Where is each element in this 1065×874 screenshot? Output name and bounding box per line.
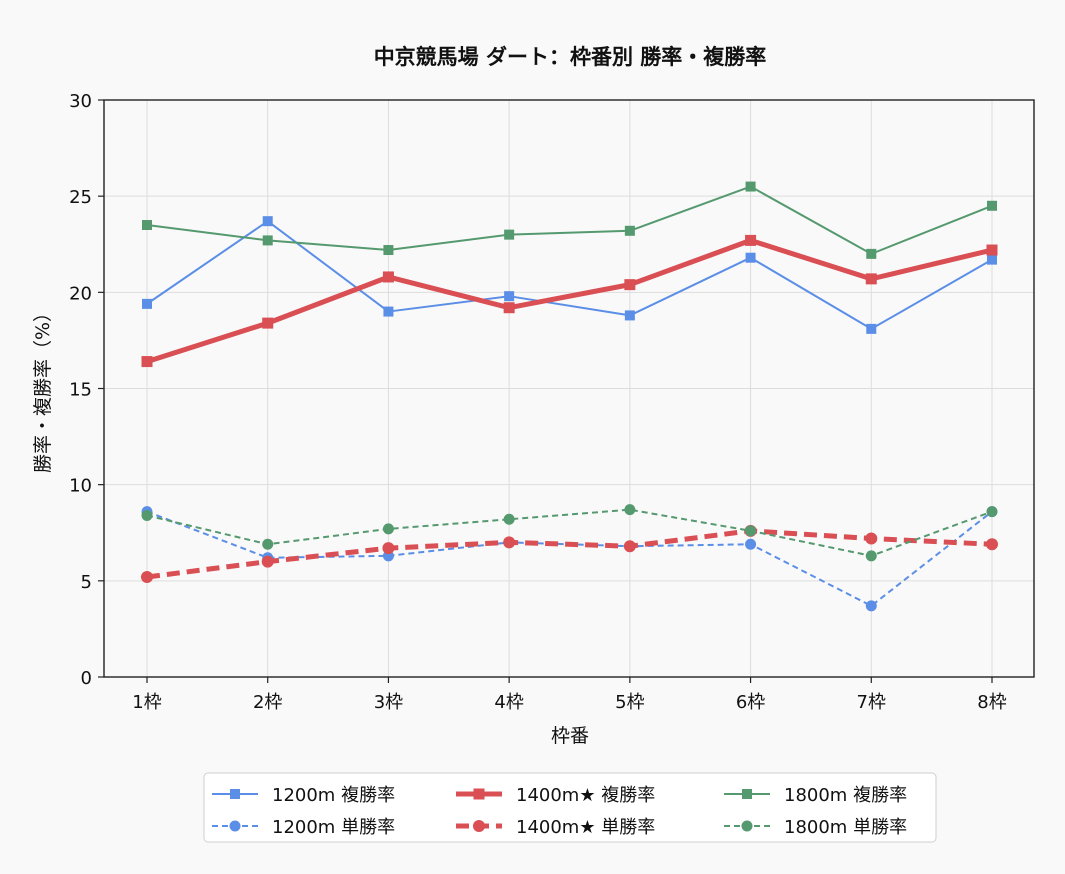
data-point [866,248,877,259]
data-point [624,504,636,516]
y-tick-label: 0 [81,668,92,689]
data-point [262,235,273,246]
legend-marker [741,820,753,832]
data-point [865,600,877,612]
data-point [865,273,877,285]
x-tick-label: 3枠 [374,692,403,713]
legend-label: 1200m 単勝率 [272,817,395,838]
data-point [745,538,757,550]
chart-title: 中京競馬場 ダート：枠番別 勝率・複勝率 [374,45,767,69]
y-tick-label: 10 [69,476,92,497]
legend: 1200m 複勝率 1200m 単勝率 1400m★ 複勝率 1400m★ 単勝率 18… [203,772,937,843]
legend-label: 1800m 単勝率 [784,817,907,838]
legend-box [203,772,937,843]
data-point [142,220,152,231]
x-axis-label: 枠番 [551,725,589,747]
x-tick-label: 2枠 [253,692,282,713]
y-tick-label: 25 [69,187,92,208]
legend-label: 1400m★ 単勝率 [516,817,655,838]
data-point [141,356,153,368]
y-tick-label: 5 [81,572,92,593]
data-point [503,302,515,314]
data-point [623,540,636,553]
data-point [866,323,877,334]
legend-items: 1200m 複勝率 1200m 単勝率 1400m★ 複勝率 1400m★ 単勝率 18… [212,785,907,838]
legend-label: 1800m 複勝率 [784,785,907,806]
data-point [504,229,515,240]
series-line [146,237,993,364]
series-layer [141,181,998,612]
legend-item: 1800m 複勝率 [724,785,907,806]
data-point [383,245,394,256]
data-point [382,523,394,535]
data-point [142,298,152,309]
legend-marker [742,789,752,799]
data-point [986,506,998,518]
legend-label: 1400m★ 複勝率 [516,785,655,806]
data-point [986,244,998,256]
data-point [745,525,757,537]
data-point [624,310,635,321]
data-point [865,532,878,545]
data-point [141,570,153,583]
data-point [261,555,274,568]
data-point [262,216,273,227]
legend-item: 1800m 単勝率 [724,817,907,838]
data-point [141,509,153,521]
data-point [262,538,274,550]
data-point [745,234,757,246]
data-point [262,317,274,329]
grid-layer [104,100,1034,677]
data-point [745,181,756,192]
tick-layer: 0 5 10 15 20 25 30 1枠 2枠 3枠 4枠 5枠 6枠 7枠 8枠 [69,91,1007,713]
x-tick-label: 4枠 [494,692,523,713]
x-tick-label: 5枠 [615,692,644,713]
legend-marker [473,788,485,800]
data-point [382,542,395,555]
x-tick-label: 7枠 [857,692,886,713]
x-tick-label: 1枠 [132,692,161,713]
series-line [146,220,993,330]
legend-marker [230,789,240,799]
data-point [745,252,756,263]
legend-marker [473,820,485,832]
data-point [383,306,394,317]
data-point [624,225,635,236]
data-point [987,254,997,265]
data-point [865,550,877,562]
legend-item: 1400m★ 単勝率 [456,817,655,838]
series-line [146,528,993,580]
data-point [987,200,997,211]
y-axis-label: 勝率・複勝率（%） [32,303,54,473]
legend-item: 1200m 複勝率 [212,785,395,806]
legend-marker [229,820,241,832]
data-point [503,536,516,549]
data-point [382,271,394,283]
legend-item: 1400m★ 複勝率 [456,785,655,806]
y-tick-label: 20 [69,283,92,304]
series-line [146,508,993,557]
x-tick-label: 6枠 [736,692,765,713]
y-tick-label: 15 [69,380,92,401]
series-line [146,185,993,255]
legend-label: 1200m 複勝率 [272,785,395,806]
legend-item: 1200m 単勝率 [212,817,395,838]
data-point [986,538,998,551]
x-tick-label: 8枠 [977,692,1006,713]
data-point [504,291,515,302]
data-point [503,513,515,525]
y-tick-label: 30 [69,91,92,112]
data-point [624,279,636,291]
